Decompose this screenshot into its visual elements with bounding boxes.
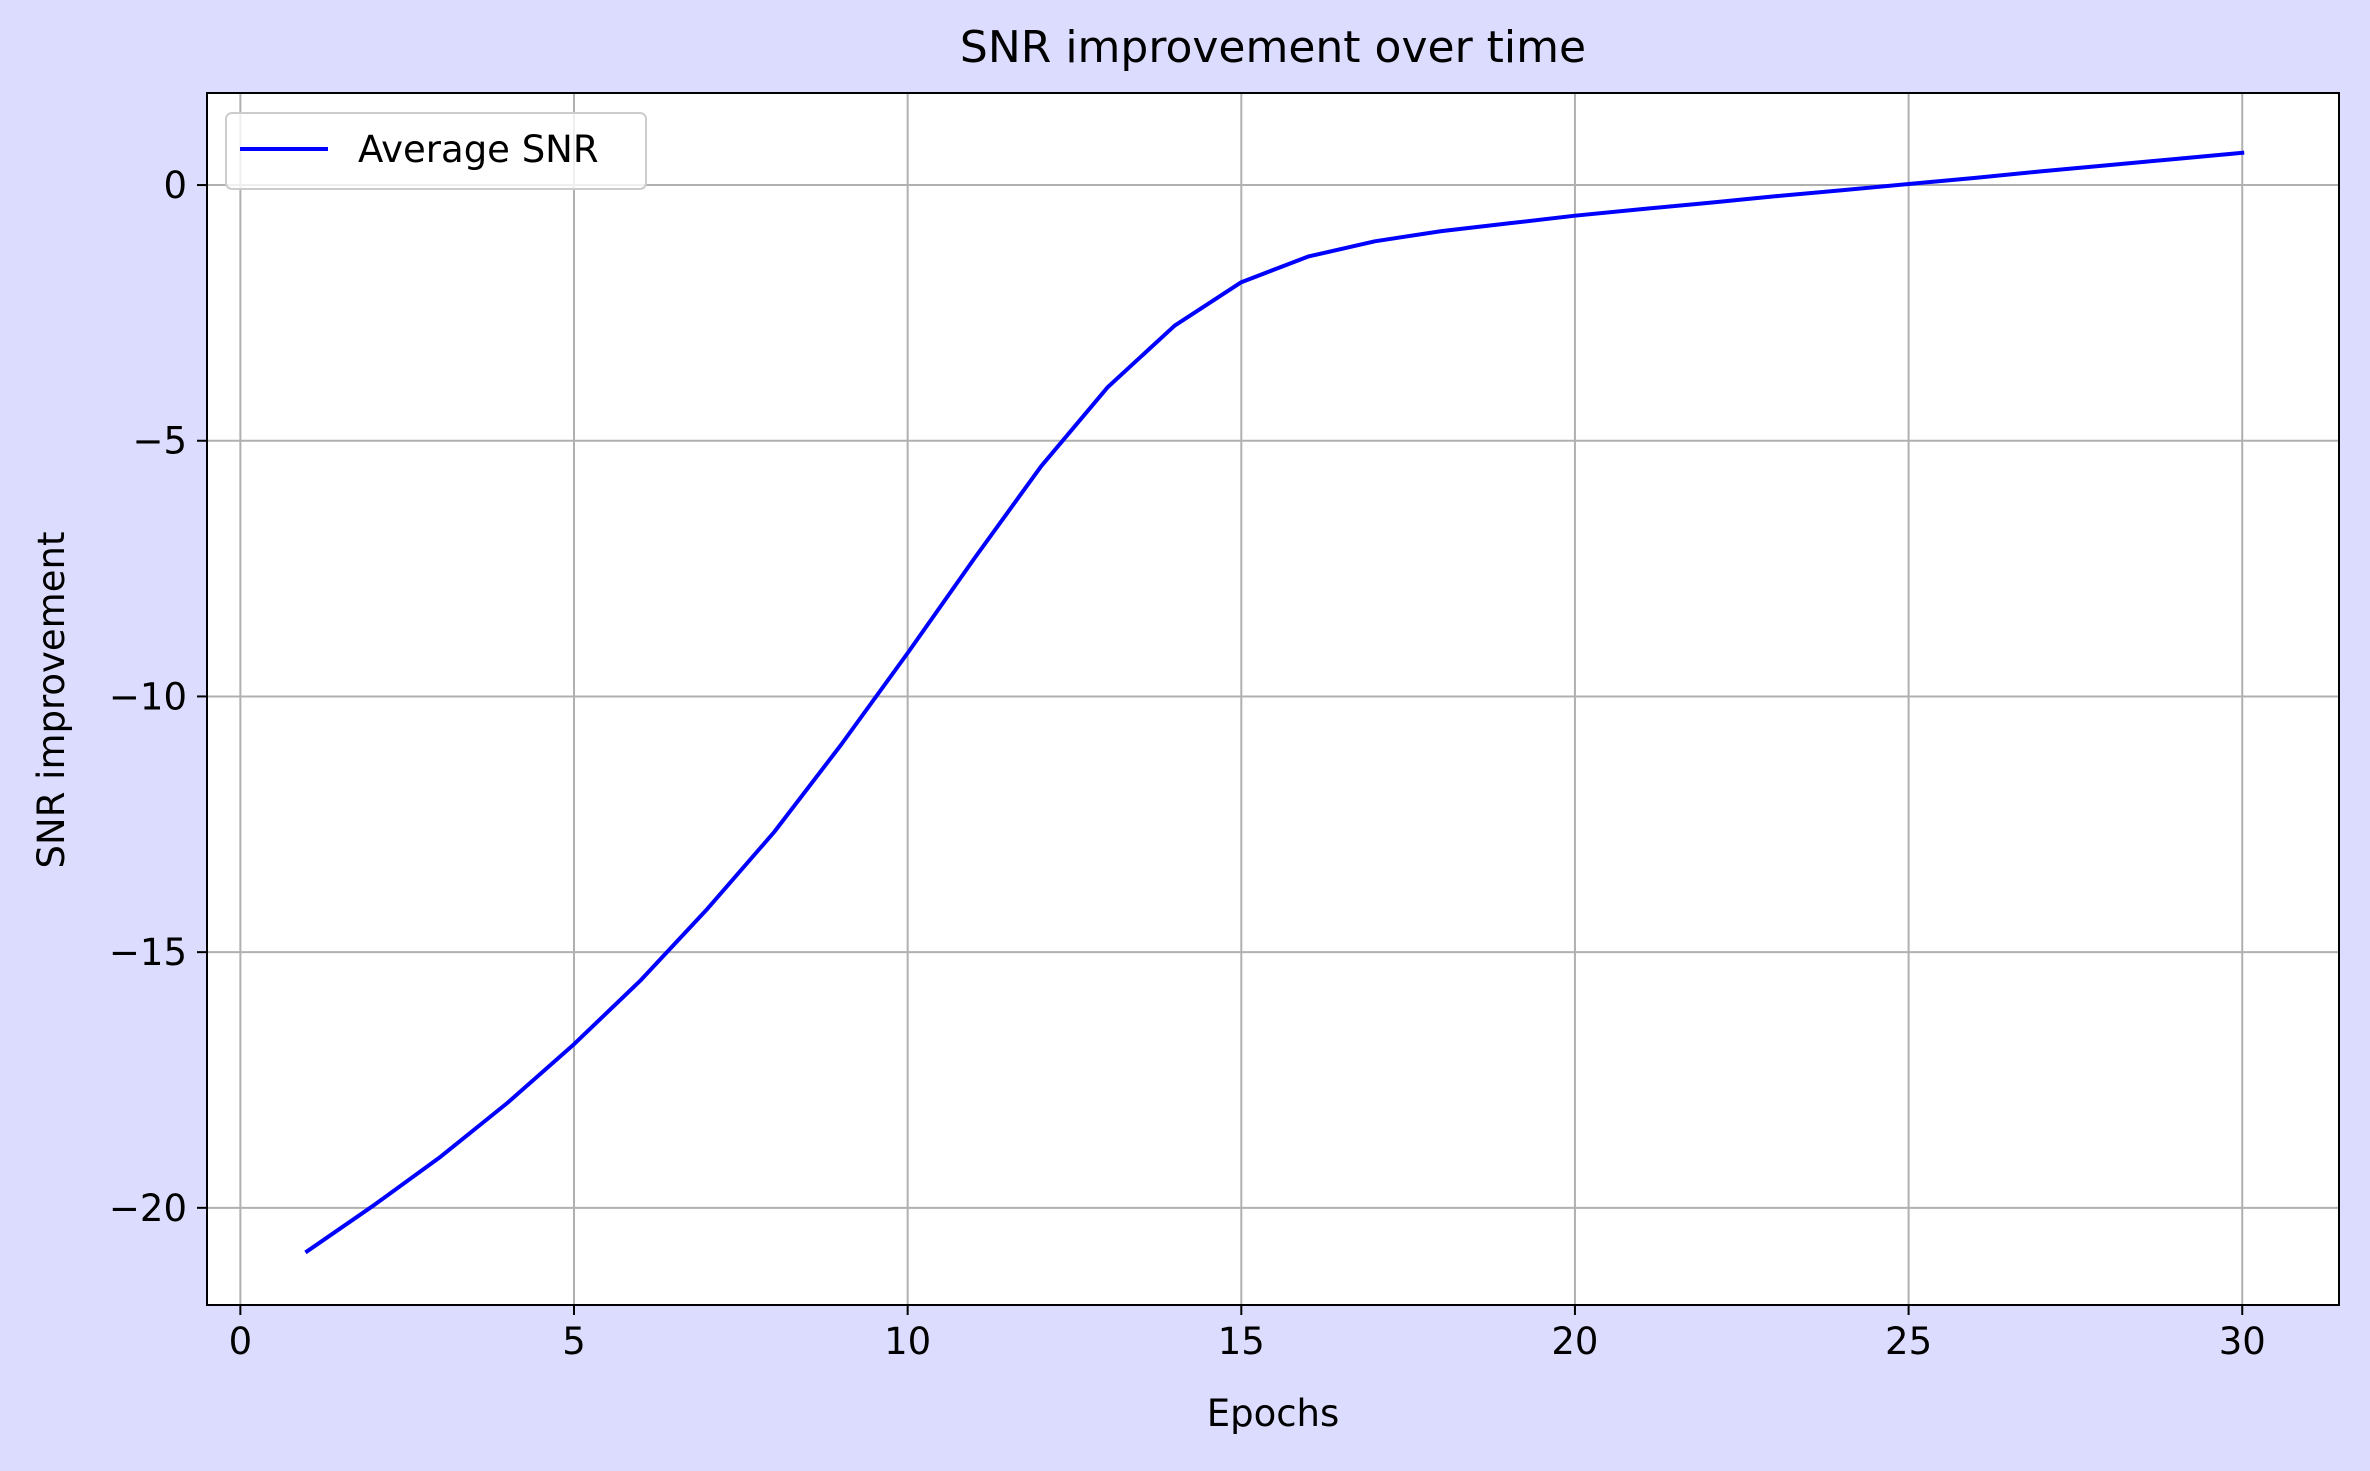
chart-title: SNR improvement over time	[960, 22, 1586, 73]
plot-area	[207, 93, 2339, 1305]
y-tick-label: −10	[109, 675, 187, 718]
series-line-average-snr	[304, 150, 2245, 1255]
x-tick-label: 15	[1218, 1320, 1265, 1363]
y-axis-label: SNR improvement	[30, 532, 73, 869]
plot-frame	[206, 92, 2340, 1306]
x-tick-label: 10	[884, 1320, 931, 1363]
y-tick-label: −5	[132, 420, 187, 463]
y-tick-label: −15	[109, 931, 187, 974]
legend-label-average-snr: Average SNR	[358, 128, 599, 171]
x-tick-label: 20	[1551, 1320, 1598, 1363]
x-tick-label: 30	[2219, 1320, 2266, 1363]
y-tick-label: 0	[163, 164, 187, 207]
x-tick-label: 5	[562, 1320, 586, 1363]
x-tick-label: 25	[1885, 1320, 1932, 1363]
x-tick-label: 0	[229, 1320, 253, 1363]
y-tick-label: −20	[109, 1187, 187, 1230]
series-layer	[304, 150, 2245, 1255]
legend-box	[225, 112, 647, 190]
axis-ticks: 0 5 10 15 20 25 30 0 −5 −10 −15 −20	[109, 164, 2266, 1363]
legend: Average SNR	[225, 112, 647, 190]
x-axis-label: Epochs	[1207, 1392, 1340, 1435]
